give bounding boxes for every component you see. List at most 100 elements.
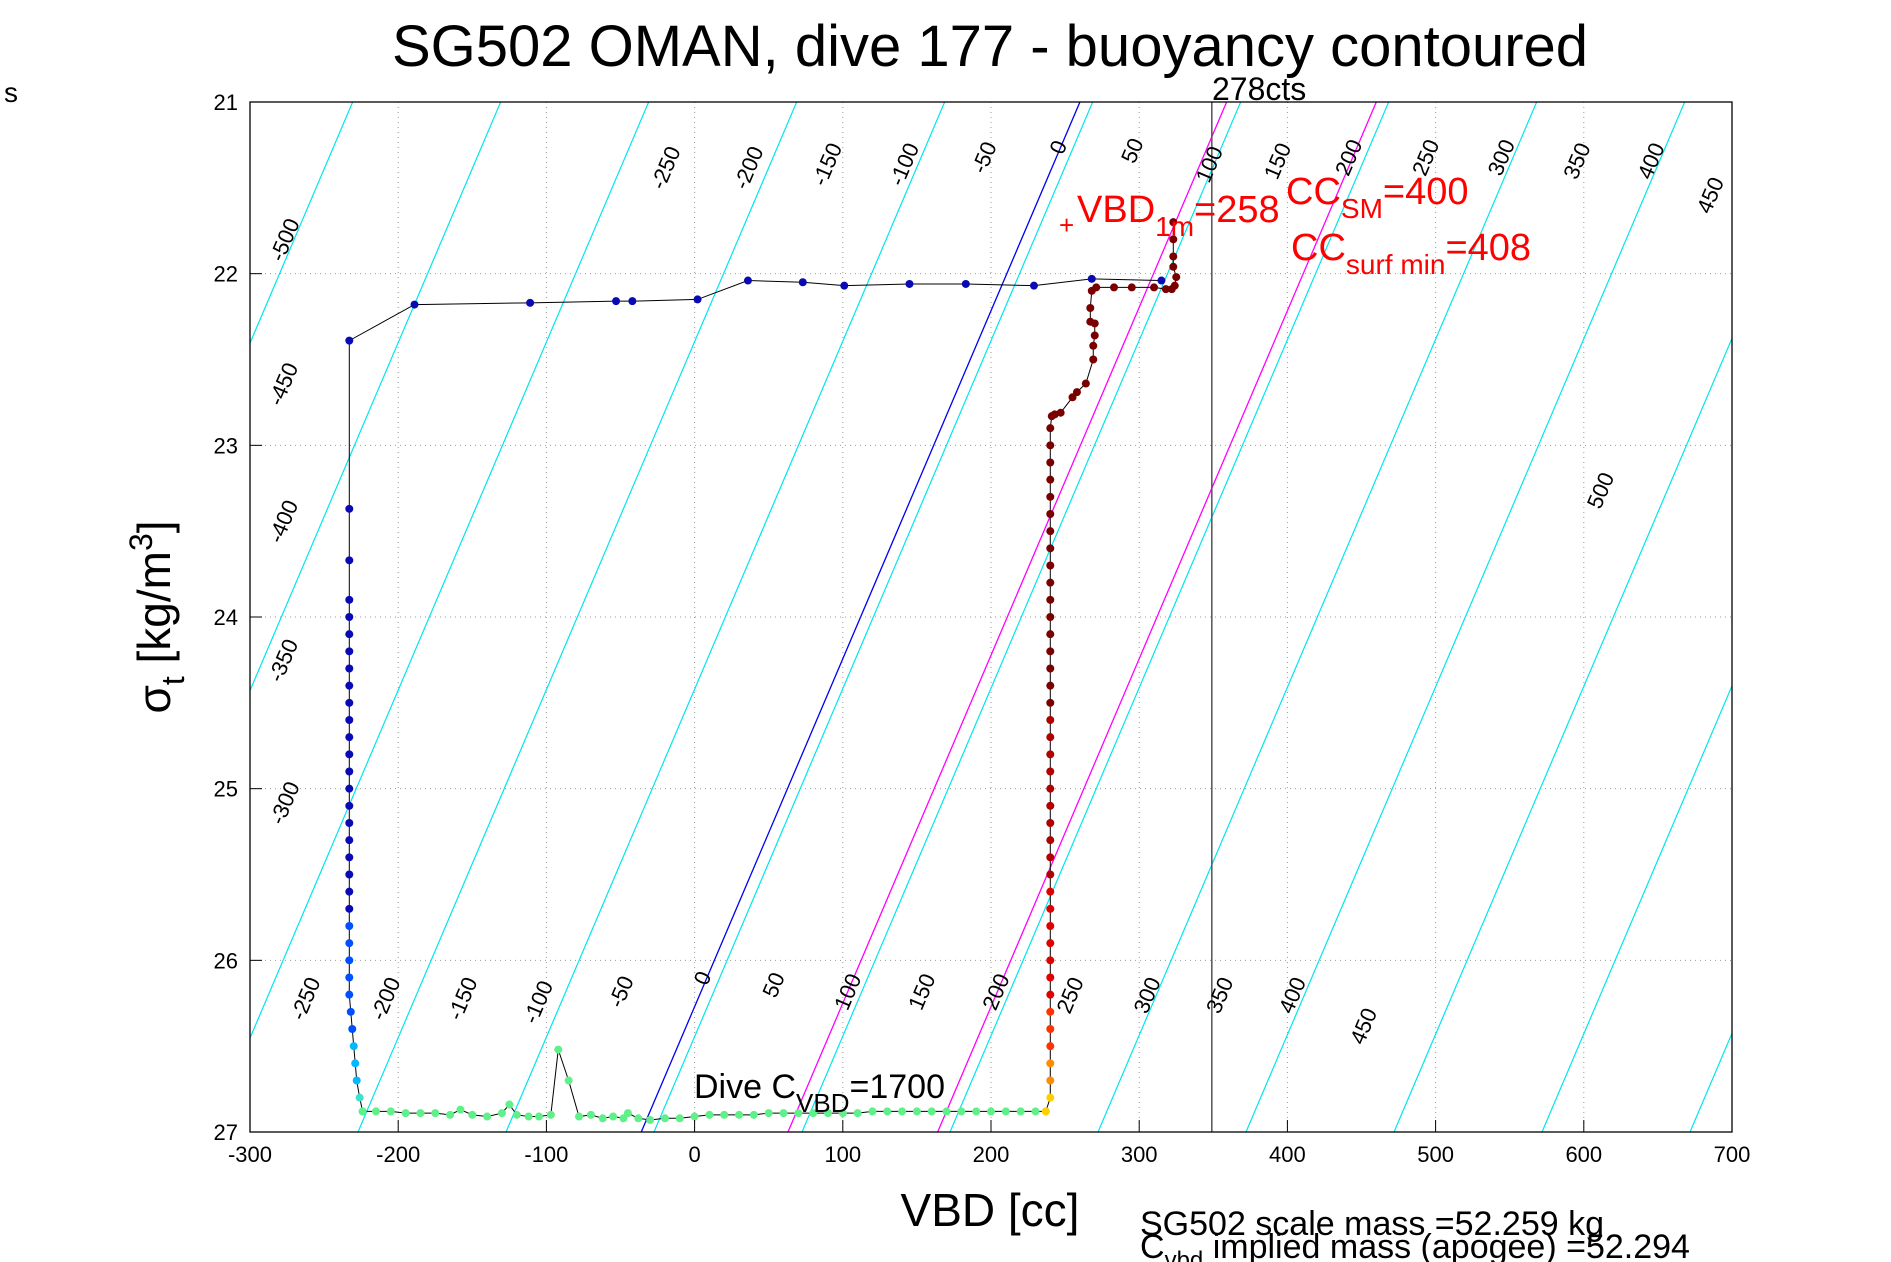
y-label-sub: t [155,676,191,685]
descent-point [349,1042,358,1051]
footer-cvbd-sub: vbd [1165,1247,1204,1262]
descent-point [345,819,354,827]
descent-point [346,1007,355,1016]
descent-point [351,1059,360,1068]
ascent-point [1046,887,1055,896]
contour-line [505,102,946,1132]
ascent-point [1046,1042,1055,1051]
contour-line [250,102,650,1040]
ascent-point [1046,1059,1055,1068]
descent-point [905,279,914,288]
cc-surf-min-main: CC [1291,227,1346,269]
y-tick-label: 25 [214,777,238,802]
descent-point [345,556,354,565]
contour-line [1838,102,1891,1132]
svg-text:σt [kg/m3]: σt [kg/m3] [123,520,191,713]
reference-line-cc-surf-min [937,102,1377,1132]
ascent-point [1046,956,1055,965]
descent-point [345,681,354,690]
contour-label: -150 [807,139,847,189]
contour-label: 150 [903,970,940,1014]
bottom-point [483,1112,492,1121]
bottom-point [853,1109,862,1118]
descent-point [348,1025,357,1033]
descent-point [345,647,354,656]
ascent-point [1046,613,1055,621]
y-tick-label: 27 [214,1120,238,1145]
bottom-point [987,1107,995,1116]
bottom-point [660,1114,669,1123]
bottom-point [431,1109,440,1118]
x-tick-label: 100 [824,1142,861,1167]
ascent-point [1046,681,1055,690]
bottom-point [927,1107,936,1116]
footer-scale-mass: SG502 scale mass =52.259 kg [1140,1205,1604,1243]
ascent-point [1169,252,1178,261]
descent-point [345,887,354,896]
contour-labels: -500-450-400-350-300-250 -200 -150 -100 -50 0… [263,134,1729,1047]
contour-label: 300 [1483,136,1520,180]
vbd-1m-sub: 1m [1155,211,1194,242]
bottom-point [564,1076,573,1085]
reference-line-cc-sm [787,102,1228,1132]
ascent-point [1090,331,1099,340]
contour-label: -500 [264,215,304,265]
x-tick-label: 0 [688,1142,700,1167]
ascent-point [1046,441,1055,450]
descent-point [345,767,354,776]
ascent-point [1046,578,1055,587]
descent-point [352,1076,361,1085]
descent-point [345,836,354,845]
contour-label: 250 [1051,973,1088,1017]
ascent-point [1170,281,1179,290]
bottom-point [416,1109,425,1118]
footer-implied-mass: Cvbd implied mass (apogee) =52.294 [1140,1228,1690,1262]
contour-label: -150 [442,973,482,1023]
ascent-point [1046,819,1055,827]
ascent-point [1046,973,1055,982]
bottom-point [838,1109,847,1118]
bottom-point [720,1110,729,1119]
contour-label: -350 [263,635,303,685]
bottom-point [586,1110,595,1119]
contour-line [357,102,798,1132]
ascent-point [1046,801,1055,810]
descent-point [345,716,354,724]
descent-point [1087,274,1096,283]
bottom-point [883,1107,892,1116]
contour-line [653,102,1094,1132]
contour-label: -250 [285,973,325,1023]
contour-label: -300 [264,778,304,828]
buoyancy-contours [250,102,1891,1132]
ascent-point [1056,408,1065,417]
y-tick-label: 23 [214,433,238,458]
ascent-point [1046,527,1055,536]
bottom-point [735,1110,744,1119]
bottom-point [705,1110,714,1119]
bottom-point [598,1114,607,1123]
contour-line [250,102,502,693]
x-tick-label: 400 [1269,1142,1306,1167]
bottom-point [401,1109,410,1118]
contour-label: 0 [689,967,717,988]
contour-line [1393,336,1732,1132]
descent-point [840,281,849,290]
ascent-point [1046,904,1055,913]
bottom-point [623,1109,632,1118]
ascent-point [1169,218,1178,227]
descent-point [345,336,354,345]
descent-point [345,750,354,759]
footer-implied-rest: implied mass (apogee) =52.294 [1203,1228,1690,1262]
dive-cvbd-value: =1700 [850,1068,946,1106]
contour-label: 450 [1345,1004,1382,1048]
contour-label: -50 [603,972,638,1011]
descent-point [743,276,752,285]
bottom-point [646,1115,655,1124]
cc-surf-min-value: =408 [1445,227,1531,269]
ascent-point [1046,939,1055,948]
descent-point [612,297,621,306]
y-label-close: ] [128,520,180,533]
descent-point [345,664,354,673]
ascent-point [1086,317,1095,326]
bottom-point [456,1105,465,1114]
